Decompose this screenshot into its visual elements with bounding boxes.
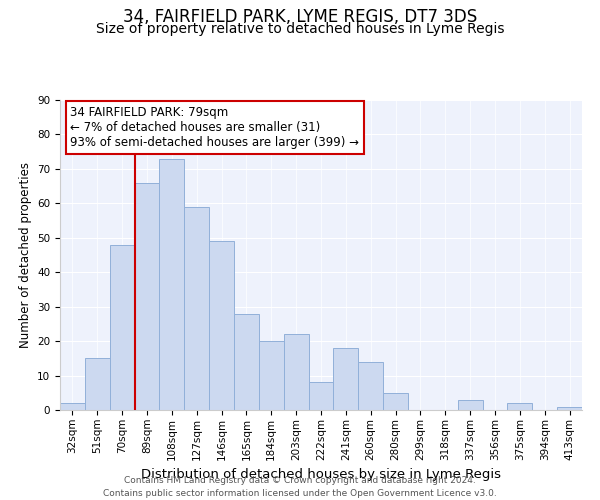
- Bar: [60, 403, 85, 410]
- Text: 34 FAIRFIELD PARK: 79sqm
← 7% of detached houses are smaller (31)
93% of semi-de: 34 FAIRFIELD PARK: 79sqm ← 7% of detache…: [70, 106, 359, 149]
- Bar: [134, 182, 160, 410]
- X-axis label: Distribution of detached houses by size in Lyme Regis: Distribution of detached houses by size …: [141, 468, 501, 481]
- Bar: [458, 400, 482, 410]
- Bar: [383, 393, 408, 410]
- Bar: [160, 158, 184, 410]
- Bar: [85, 358, 110, 410]
- Bar: [209, 241, 234, 410]
- Bar: [184, 207, 209, 410]
- Bar: [508, 403, 532, 410]
- Y-axis label: Number of detached properties: Number of detached properties: [19, 162, 32, 348]
- Bar: [259, 341, 284, 410]
- Bar: [334, 348, 358, 410]
- Bar: [110, 244, 134, 410]
- Bar: [234, 314, 259, 410]
- Text: Contains HM Land Registry data © Crown copyright and database right 2024.
Contai: Contains HM Land Registry data © Crown c…: [103, 476, 497, 498]
- Bar: [284, 334, 308, 410]
- Text: Size of property relative to detached houses in Lyme Regis: Size of property relative to detached ho…: [96, 22, 504, 36]
- Bar: [557, 406, 582, 410]
- Text: 34, FAIRFIELD PARK, LYME REGIS, DT7 3DS: 34, FAIRFIELD PARK, LYME REGIS, DT7 3DS: [123, 8, 477, 26]
- Bar: [358, 362, 383, 410]
- Bar: [308, 382, 334, 410]
